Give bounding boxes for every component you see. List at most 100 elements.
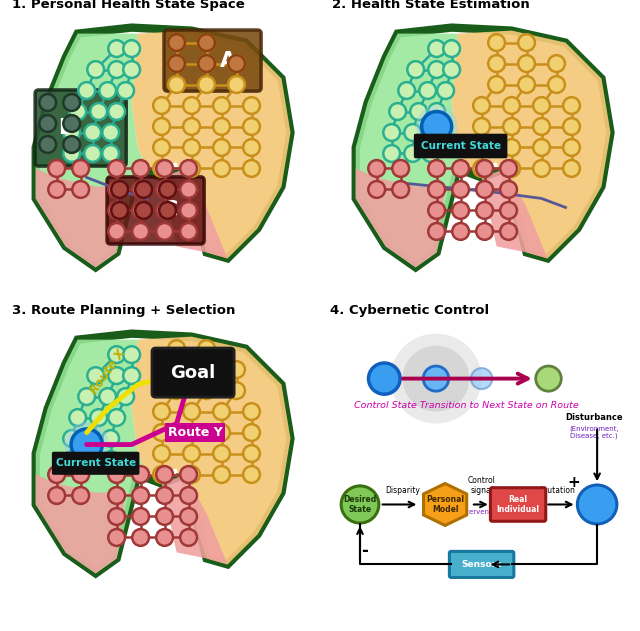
Circle shape	[124, 40, 140, 57]
Circle shape	[398, 82, 415, 99]
Circle shape	[422, 124, 439, 141]
Circle shape	[72, 466, 89, 483]
Circle shape	[63, 430, 80, 447]
Circle shape	[243, 139, 260, 156]
Circle shape	[369, 363, 400, 394]
FancyBboxPatch shape	[52, 452, 140, 475]
Circle shape	[428, 202, 445, 219]
Text: +: +	[567, 475, 580, 490]
Text: 1. Personal Health State Space: 1. Personal Health State Space	[12, 0, 244, 11]
Circle shape	[476, 223, 493, 240]
Circle shape	[99, 388, 116, 405]
Circle shape	[243, 160, 260, 177]
FancyBboxPatch shape	[490, 488, 546, 521]
Text: Control
signal: Control signal	[468, 476, 495, 495]
Circle shape	[368, 160, 385, 177]
Circle shape	[533, 97, 550, 114]
Circle shape	[153, 445, 170, 462]
Circle shape	[243, 445, 260, 462]
Circle shape	[392, 181, 409, 198]
Circle shape	[180, 466, 197, 483]
Circle shape	[168, 382, 185, 399]
Circle shape	[243, 424, 260, 441]
Circle shape	[198, 34, 215, 51]
Polygon shape	[424, 483, 467, 526]
Circle shape	[84, 124, 101, 141]
FancyBboxPatch shape	[152, 348, 234, 397]
Circle shape	[500, 160, 517, 177]
Circle shape	[108, 367, 125, 384]
Circle shape	[153, 466, 170, 483]
Circle shape	[183, 118, 200, 135]
Circle shape	[503, 160, 520, 177]
Circle shape	[180, 223, 197, 240]
Circle shape	[577, 485, 617, 524]
Circle shape	[500, 181, 517, 198]
Circle shape	[39, 136, 56, 153]
Circle shape	[180, 508, 197, 525]
Circle shape	[198, 34, 215, 51]
Circle shape	[503, 139, 520, 156]
Circle shape	[87, 61, 104, 78]
Circle shape	[102, 451, 119, 468]
Circle shape	[69, 103, 86, 120]
Circle shape	[213, 403, 230, 420]
Circle shape	[428, 61, 445, 78]
Circle shape	[452, 181, 469, 198]
Circle shape	[72, 181, 89, 198]
Circle shape	[39, 94, 56, 111]
Circle shape	[132, 466, 149, 483]
Polygon shape	[36, 334, 291, 574]
Circle shape	[518, 76, 535, 93]
Circle shape	[153, 118, 170, 135]
Circle shape	[84, 430, 101, 447]
Text: Disparity: Disparity	[385, 487, 420, 495]
Polygon shape	[356, 33, 467, 268]
Circle shape	[503, 118, 520, 135]
Polygon shape	[36, 33, 147, 268]
Circle shape	[156, 202, 173, 219]
Circle shape	[132, 160, 149, 177]
Circle shape	[84, 451, 101, 468]
Text: 2. Health State Estimation: 2. Health State Estimation	[332, 0, 529, 11]
Polygon shape	[132, 337, 291, 564]
Circle shape	[69, 409, 86, 426]
Polygon shape	[36, 339, 147, 574]
Circle shape	[108, 487, 125, 504]
Circle shape	[428, 223, 445, 240]
Circle shape	[168, 55, 185, 72]
Circle shape	[72, 487, 89, 504]
Circle shape	[108, 103, 125, 120]
Circle shape	[548, 55, 565, 72]
Circle shape	[48, 160, 65, 177]
Circle shape	[108, 40, 125, 57]
Circle shape	[111, 181, 128, 198]
Circle shape	[488, 55, 505, 72]
Circle shape	[444, 40, 460, 57]
Circle shape	[153, 403, 170, 420]
Circle shape	[198, 382, 215, 399]
Circle shape	[156, 223, 173, 240]
Circle shape	[108, 466, 125, 483]
Circle shape	[87, 367, 104, 384]
Circle shape	[156, 508, 173, 525]
Text: 4. Cybernetic Control: 4. Cybernetic Control	[330, 305, 489, 317]
Polygon shape	[356, 168, 548, 268]
Circle shape	[407, 61, 424, 78]
Circle shape	[153, 139, 170, 156]
Text: Acutation: Acutation	[539, 487, 576, 495]
Circle shape	[452, 202, 469, 219]
Circle shape	[198, 340, 215, 357]
Circle shape	[183, 97, 200, 114]
Circle shape	[156, 160, 173, 177]
Circle shape	[243, 118, 260, 135]
Circle shape	[383, 145, 400, 162]
Circle shape	[500, 202, 517, 219]
Circle shape	[48, 181, 65, 198]
Circle shape	[390, 334, 482, 423]
Circle shape	[84, 145, 101, 162]
Circle shape	[410, 103, 427, 120]
Circle shape	[90, 409, 107, 426]
Text: Real
Individual: Real Individual	[497, 495, 540, 514]
Circle shape	[437, 82, 454, 99]
